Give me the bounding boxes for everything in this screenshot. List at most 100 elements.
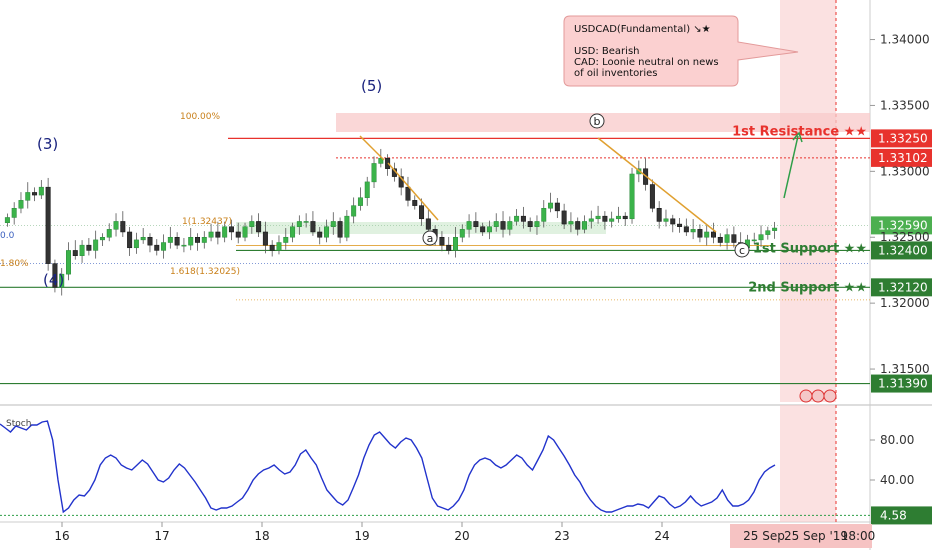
- candle-body: [398, 176, 404, 188]
- candle-body: [133, 239, 139, 249]
- stoch-pane[interactable]: 80.00 40.00 4.58: [0, 420, 932, 525]
- note-title: USDCAD(Fundamental) ↘★: [574, 24, 711, 35]
- candle-body: [548, 202, 554, 209]
- candle-body: [371, 163, 377, 183]
- candle-body: [480, 226, 486, 233]
- candle-body: [765, 230, 771, 235]
- candle-body: [242, 226, 248, 238]
- wave-3-label: (3): [37, 135, 58, 153]
- level-price-tag: [871, 374, 932, 393]
- note-line-3: of oil inventories: [574, 68, 658, 79]
- candle-body: [45, 186, 51, 264]
- candle-body: [446, 244, 452, 251]
- date-tick-label: 23: [554, 529, 569, 543]
- stoch-tick-label: 40.00: [880, 473, 914, 487]
- candle-body: [11, 207, 17, 218]
- candle-body: [561, 210, 567, 225]
- candle-body: [79, 244, 85, 256]
- candle-body: [86, 244, 92, 251]
- candle-body: [188, 236, 194, 246]
- candle-body: [439, 236, 445, 246]
- candle-body: [772, 227, 778, 231]
- level-name-label: 2nd Support ★★: [748, 280, 867, 295]
- candle-body: [656, 207, 662, 222]
- candle-body: [724, 234, 730, 243]
- stoch-tick-label: 80.00: [880, 433, 914, 447]
- candle-body: [514, 215, 520, 222]
- fundamental-note: [563, 15, 799, 87]
- level-price-tag: [871, 278, 932, 297]
- level-name-label: 1st Support ★★: [753, 241, 867, 256]
- candle-body: [711, 231, 716, 238]
- candle-body: [500, 221, 506, 230]
- candle-body: [405, 186, 411, 201]
- candle-body: [296, 221, 302, 227]
- candle-body: [140, 236, 146, 241]
- candle-body: [609, 218, 615, 222]
- date-tick-label: 24: [654, 529, 669, 543]
- date-range-label: 25 Sep '19: [784, 529, 848, 543]
- candle-body: [697, 229, 703, 238]
- stoch-level-label: 4.58: [880, 508, 907, 522]
- candle-body: [99, 236, 105, 241]
- date-tick-label: 18: [254, 529, 269, 543]
- candle-body: [167, 236, 173, 243]
- date-range-label: 18:00: [841, 529, 876, 543]
- candle-body: [4, 217, 10, 223]
- candle-body: [568, 221, 574, 225]
- price-tick-label: 1.33000: [880, 164, 930, 178]
- candle-body: [25, 192, 31, 201]
- stoch-label: Stoch: [6, 419, 31, 429]
- trend-arrow-a-top: [359, 135, 385, 161]
- economic-events-icons[interactable]: [799, 389, 837, 403]
- candle-body: [222, 226, 228, 238]
- candle-body: [683, 226, 689, 233]
- candle-body: [731, 234, 737, 243]
- candle-body: [629, 173, 635, 220]
- fib-100-label: 100.00%: [180, 112, 220, 122]
- candle-body: [161, 242, 167, 251]
- candle-body: [276, 242, 282, 251]
- price-tick-label: 1.32500: [880, 230, 930, 244]
- event-flag-icon[interactable]: [811, 389, 825, 403]
- level-price-label: 1.33102: [878, 151, 928, 165]
- candle-body: [364, 181, 370, 198]
- wave-5-label: (5): [361, 77, 382, 95]
- candle-body: [93, 239, 99, 251]
- candle-body: [310, 221, 316, 233]
- candle-body: [195, 236, 200, 243]
- wave-b-circle: [589, 113, 605, 129]
- event-flag-icon[interactable]: [823, 389, 837, 403]
- forecast-zone: [780, 0, 836, 402]
- wave-c-label: c: [739, 244, 745, 257]
- candle-body: [59, 273, 65, 288]
- candle-body: [466, 221, 472, 230]
- stoch-level-tag: [871, 506, 932, 525]
- candle-body: [303, 221, 309, 223]
- candle-body: [147, 236, 153, 246]
- candle-body: [290, 226, 296, 238]
- date-range-label: 25 Sep: [743, 529, 785, 543]
- fib-1618-label: 1.618(1.32025): [170, 267, 240, 277]
- candle-body: [588, 218, 594, 222]
- time-range-highlight: [730, 524, 872, 548]
- level-price-label: 1.31390: [878, 377, 928, 391]
- level-price-label: 1.33250: [878, 131, 928, 145]
- candle-body: [575, 221, 581, 230]
- candle-body: [507, 221, 513, 230]
- date-tick-label: 16: [54, 529, 69, 543]
- candle-body: [317, 231, 323, 238]
- candle-body: [493, 221, 499, 227]
- candle-body: [412, 200, 418, 206]
- level-price-tag: [871, 129, 932, 148]
- candle-body: [751, 239, 757, 242]
- candle-body: [174, 236, 180, 246]
- event-flag-icon[interactable]: [799, 389, 813, 403]
- candle-body: [18, 200, 24, 209]
- candle-body: [228, 226, 234, 233]
- candle-body: [378, 157, 384, 164]
- candle-body: [181, 244, 187, 247]
- candle-body: [520, 215, 526, 222]
